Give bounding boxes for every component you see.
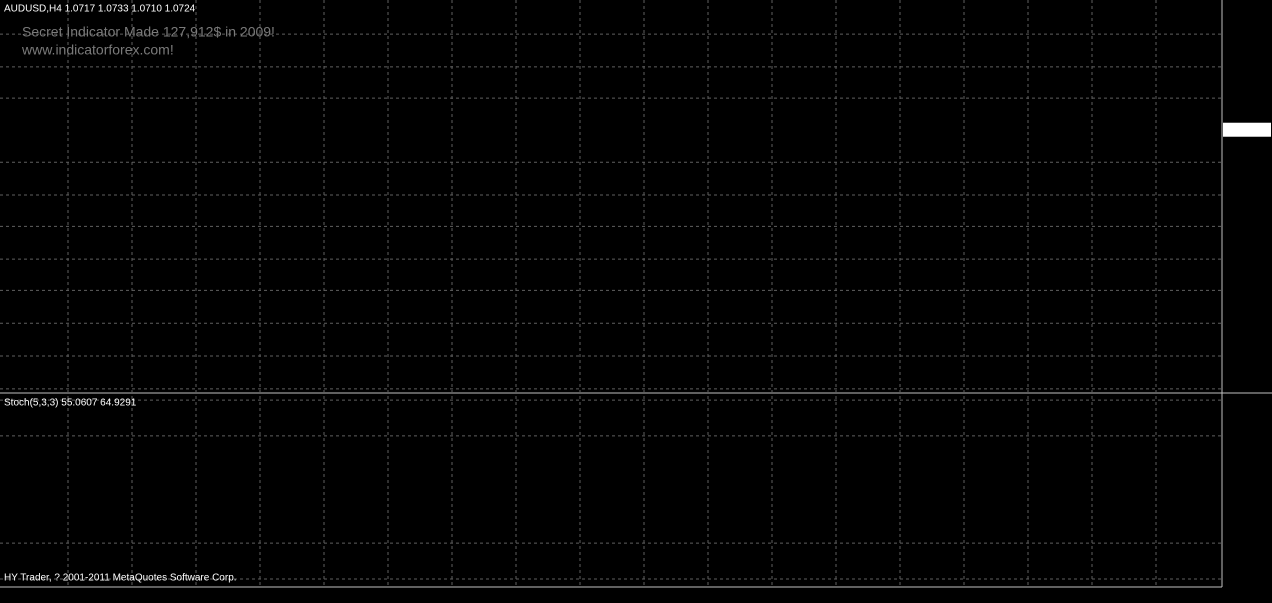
copyright-footer: HY Trader, ? 2001-2011 MetaQuotes Softwa… <box>4 573 237 584</box>
grid-layer <box>0 0 1272 588</box>
symbol-header: AUDUSD,H4 1.0717 1.0733 1.0710 1.0724 <box>4 4 196 15</box>
watermark: Secret Indicator Made 127,912$ in 2009! <box>22 24 275 40</box>
text-layer: AUDUSD,H4 1.0717 1.0733 1.0710 1.0724 Se… <box>4 4 1271 584</box>
indicator-title: Stoch(5,3,3) 55.0607 64.9291 <box>4 398 137 409</box>
last-price-box <box>1223 122 1271 137</box>
watermark: www.indicatorforex.com! <box>21 42 174 58</box>
